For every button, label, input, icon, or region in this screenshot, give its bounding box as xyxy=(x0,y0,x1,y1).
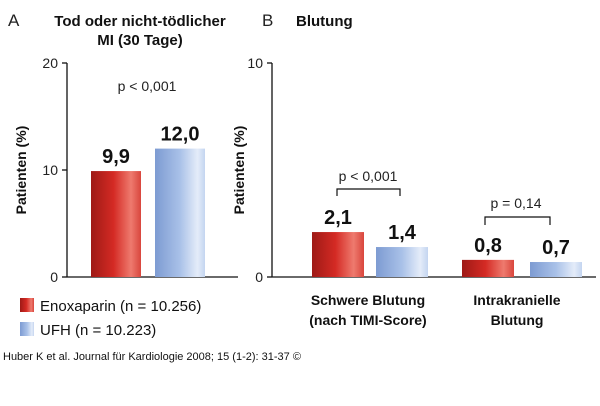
panel-a-bar-enoxaparin-1 xyxy=(91,171,141,277)
panel-a-letter: A xyxy=(8,11,20,30)
panel-b-category-1-line2: (nach TIMI-Score) xyxy=(309,312,426,328)
legend-swatch-enoxaparin xyxy=(20,298,34,312)
panel-b-value-label-enoxaparin-1: 2,1 xyxy=(324,207,352,229)
panel-a-bar-ufh-1 xyxy=(155,148,205,277)
panel-a-ytick-label-10: 10 xyxy=(42,162,58,178)
panel-a-ytick-label-20: 20 xyxy=(42,55,58,71)
panel-b-bar-enoxaparin-2 xyxy=(462,259,514,277)
panel-b-pvalue-intracranial: p = 0,14 xyxy=(491,195,542,211)
panel-b-value-label-enoxaparin-2: 0,8 xyxy=(474,235,502,257)
panel-b-pvalue-severe: p < 0,001 xyxy=(339,168,398,184)
panel-b-category-2-line1: Intrakranielle xyxy=(473,292,560,308)
legend-label-ufh: UFH (n = 10.223) xyxy=(40,322,156,339)
citation: Huber K et al. Journal für Kardiologie 2… xyxy=(3,351,301,363)
panel-b-ytick-label-0: 0 xyxy=(255,269,263,285)
panel-b-bracket-intracranial xyxy=(484,216,551,225)
panel-a-y-label: Patienten (%) xyxy=(13,126,29,215)
panel-a-value-label-ufh-1: 12,0 xyxy=(161,124,200,146)
panel-b-value-label-ufh-1: 1,4 xyxy=(388,222,417,244)
panel-b-bar-ufh-1 xyxy=(376,247,428,277)
legend-label-enoxaparin: Enoxaparin (n = 10.256) xyxy=(40,298,201,315)
panel-a-pvalue: p < 0,001 xyxy=(118,78,177,94)
panel-a-title-line2: MI (30 Tage) xyxy=(97,32,183,49)
panel-b-letter: B xyxy=(262,11,273,30)
panel-a-title-line1: Tod oder nicht-tödlicher xyxy=(54,13,226,30)
panel-b-bracket-severe xyxy=(336,188,401,196)
panel-b-category-1-line1: Schwere Blutung xyxy=(311,292,425,308)
panel-b-bar-enoxaparin-1 xyxy=(312,232,364,277)
panel-a-value-label-enoxaparin-1: 9,9 xyxy=(102,146,130,168)
panel-a-ytick-label-0: 0 xyxy=(50,269,58,285)
panel-b-value-label-ufh-2: 0,7 xyxy=(542,237,570,259)
panel-b-bar-ufh-2 xyxy=(530,262,582,277)
legend-swatch-ufh xyxy=(20,322,34,336)
panel-b-y-label: Patienten (%) xyxy=(231,126,247,215)
panel-b-category-2-line2: Blutung xyxy=(491,312,544,328)
panel-b-title: Blutung xyxy=(296,13,353,30)
panel-b-ytick-label-10: 10 xyxy=(247,55,263,71)
